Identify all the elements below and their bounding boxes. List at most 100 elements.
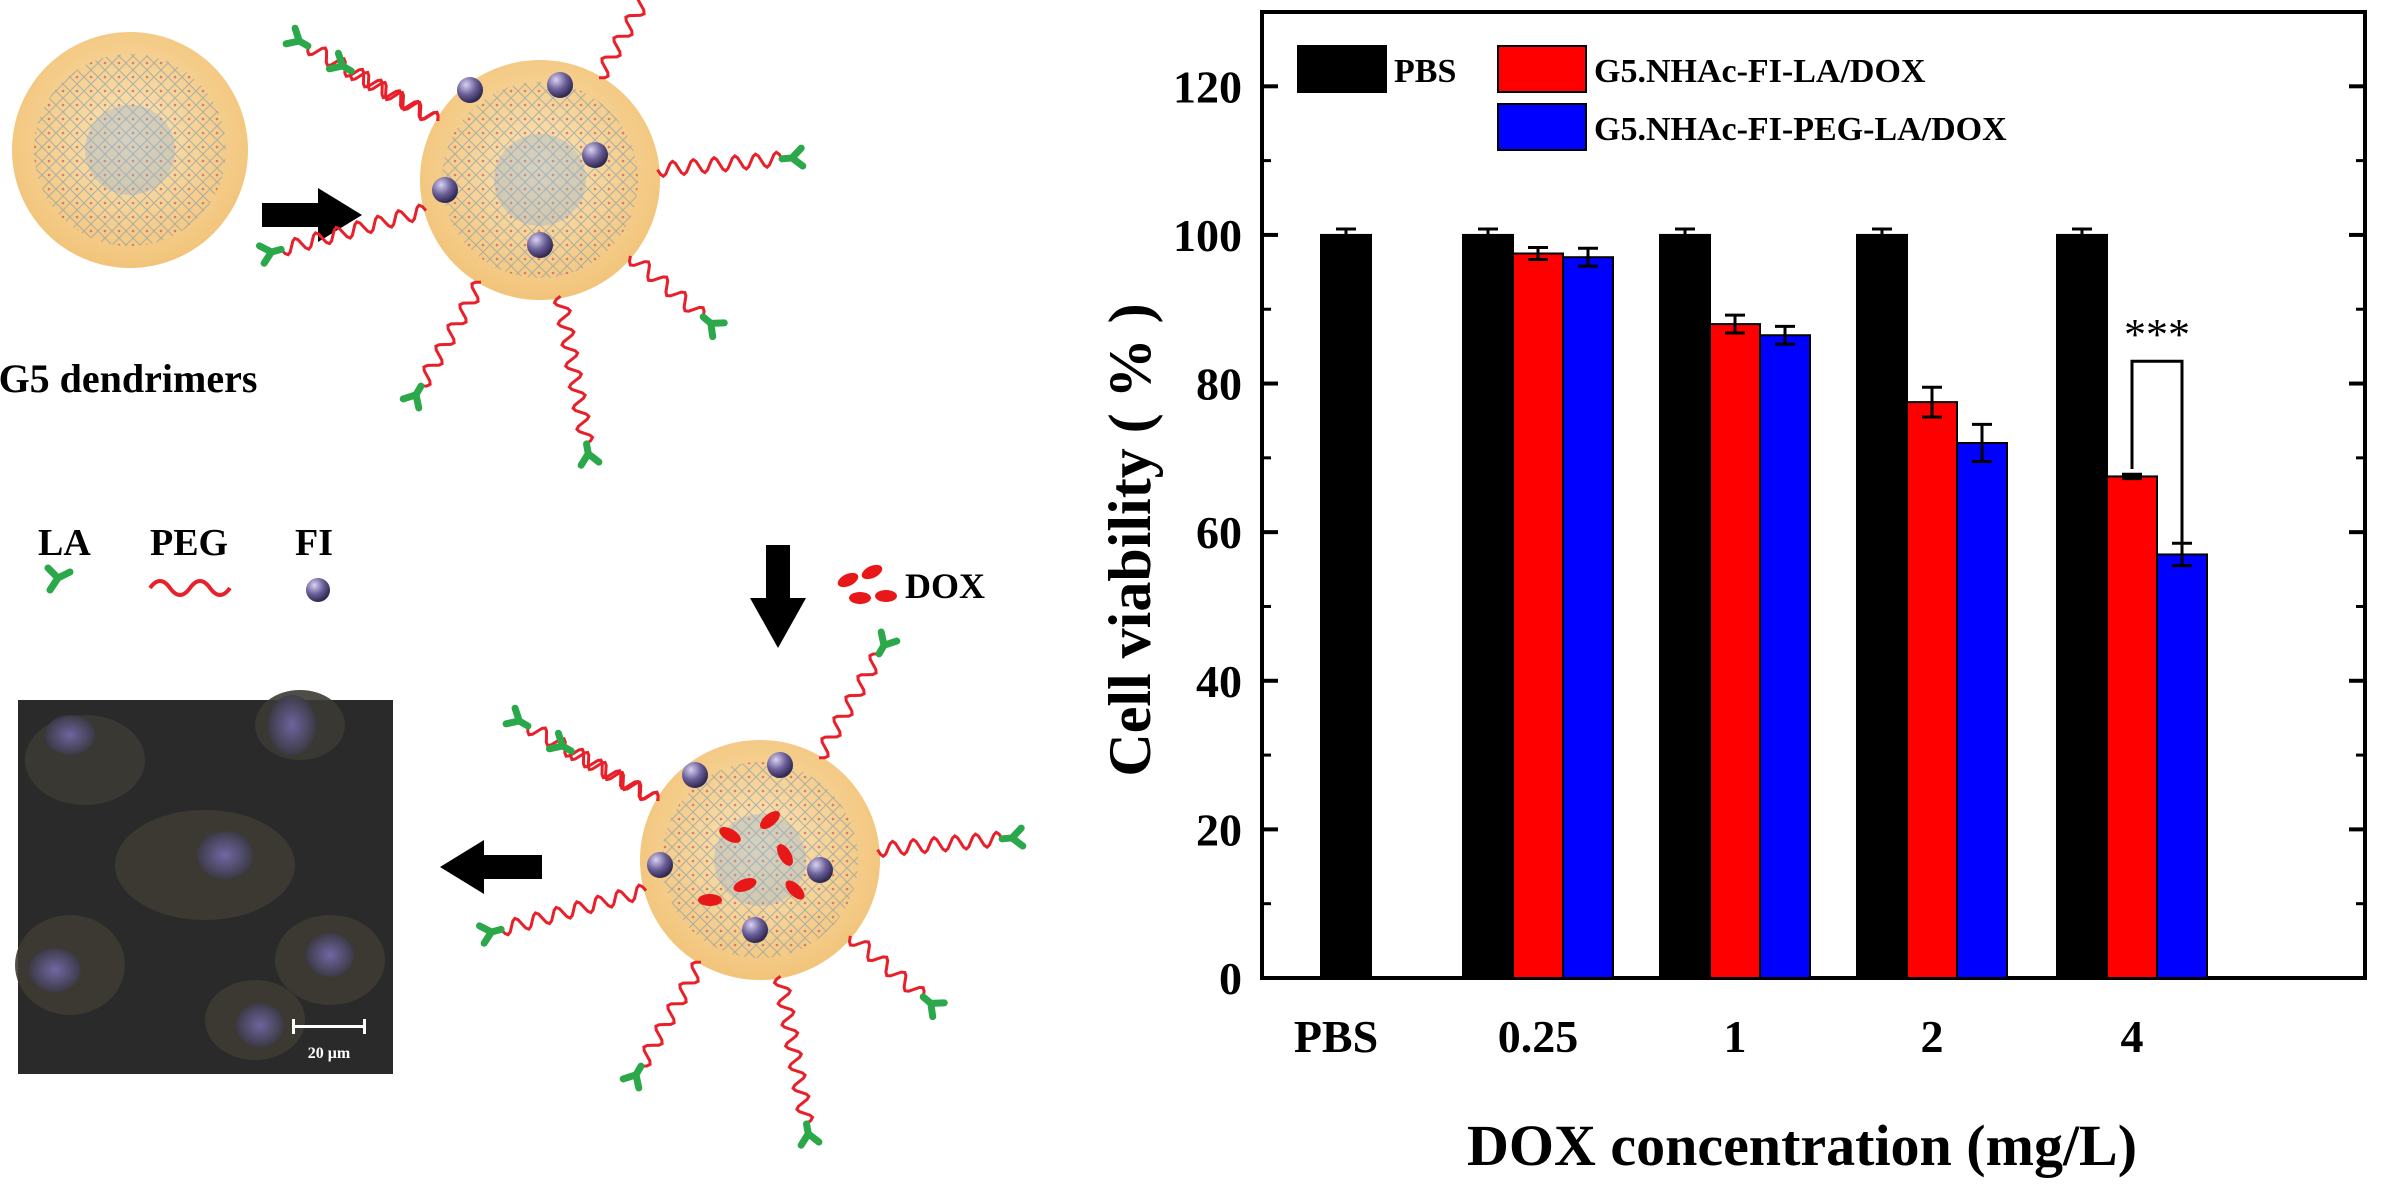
bar	[1956, 441, 2008, 979]
y-tick-label: 20	[1196, 804, 1242, 855]
la-ligand-icon	[875, 628, 901, 658]
significance-label: ***	[2124, 310, 2190, 359]
y-tick-label: 120	[1173, 61, 1242, 112]
bar	[2106, 475, 2158, 979]
bar	[1759, 334, 1811, 979]
la-ligand-icon	[255, 242, 285, 267]
bar	[1906, 401, 1958, 980]
peg-chain-icon	[280, 203, 428, 257]
fi-dye-icon	[742, 917, 768, 943]
peg-chain-icon	[627, 255, 706, 318]
bar	[1512, 252, 1564, 979]
scale-bar	[292, 1025, 366, 1028]
la-ligand-icon	[699, 313, 728, 341]
y-tick-label: 40	[1196, 656, 1242, 707]
peg-chain-icon	[772, 975, 815, 1126]
la-ligand-icon	[619, 1062, 645, 1092]
y-axis-label: Cell viability ( % )	[1097, 303, 1163, 776]
right-arrow-icon	[262, 188, 362, 242]
cell-viability-chart: 0 20 40 60 80 100 120 PBS 0.25 1 2 4 *** Cell viabi…	[1097, 10, 2367, 1178]
x-tick-label: 2	[1921, 1011, 1944, 1062]
peg-chain-icon	[306, 45, 440, 122]
x-tick-label: 4	[2121, 1011, 2144, 1062]
peg-chain-icon	[818, 652, 880, 760]
fi-dye-icon	[807, 857, 833, 883]
bar	[1320, 233, 1372, 979]
fi-dye-icon	[527, 232, 553, 258]
left-arrow-icon	[440, 840, 542, 894]
bar	[1462, 233, 1514, 979]
bar	[1659, 233, 1711, 979]
legend-swatch	[1497, 45, 1587, 93]
fi-dye-icon	[457, 77, 483, 103]
y-tick-label: 80	[1196, 359, 1242, 410]
fi-dye-icon	[767, 752, 793, 778]
peg-chain-icon	[552, 295, 595, 446]
g5-dendrimer-particle	[12, 32, 248, 268]
peg-chain-icon	[148, 579, 232, 597]
la-ligand-icon	[475, 922, 505, 947]
fi-dye-icon	[582, 142, 608, 168]
peg-chain-icon	[598, 0, 646, 80]
peg-chain-icon	[876, 830, 1004, 859]
dox-drug-icon	[777, 844, 793, 866]
fi-dye-icon	[647, 852, 673, 878]
scale-bar-label: 20 μm	[308, 1045, 351, 1062]
dox-drug-icon	[698, 894, 722, 906]
legend-swatch	[1297, 45, 1387, 93]
significance-bracket	[2130, 359, 2184, 544]
fi-dye-icon	[547, 72, 573, 98]
dox-drug-icon	[760, 811, 780, 829]
bar	[2156, 553, 2208, 979]
dox-drug-icon	[785, 880, 805, 900]
la-ligand-icon	[778, 144, 807, 170]
peg-chain-icon	[847, 935, 926, 998]
dox-drug-icon	[719, 827, 741, 843]
x-tick-label: 0.25	[1498, 1011, 1579, 1062]
legend-swatch	[1497, 103, 1587, 151]
peg-chain-icon	[656, 150, 784, 179]
la-ligand-icon	[998, 824, 1027, 850]
bar	[1856, 233, 1908, 979]
down-arrow-icon	[750, 545, 806, 648]
peg-legend-label: PEG	[150, 522, 228, 564]
x-axis-label: DOX concentration (mg/L)	[1467, 1113, 2137, 1178]
x-tick-label: 1	[1724, 1011, 1747, 1062]
la-ligand-icon	[797, 1120, 823, 1149]
la-ligand-icon	[545, 729, 575, 755]
la-ligand-icon	[919, 993, 948, 1021]
peg-chain-icon	[640, 960, 702, 1068]
peg-chain-icon	[526, 725, 660, 802]
la-ligand-icon	[44, 564, 74, 594]
fi-dye-icon	[432, 177, 458, 203]
bar	[2056, 233, 2108, 979]
la-ligand-icon	[399, 382, 425, 412]
bar	[1562, 256, 1614, 979]
la-ligand-icon	[325, 49, 355, 75]
bar	[1709, 323, 1761, 980]
dox-loaded-dendrimer	[640, 740, 880, 980]
legend-label: G5.NHAc-FI-LA/DOX	[1594, 53, 1926, 90]
peg-chain-icon	[569, 750, 660, 802]
dox-drug-icon	[733, 878, 757, 892]
y-tick-label: 60	[1196, 507, 1242, 558]
dendrimer-label: G5 dendrimers	[0, 356, 257, 401]
y-tick-label: 0	[1219, 953, 1242, 1004]
la-ligand-icon	[577, 440, 603, 469]
synthesis-scheme: G5 dendrimers DOX LA PEG FI	[0, 0, 1027, 1149]
fi-dye-icon	[682, 762, 708, 788]
y-tick-label: 100	[1173, 210, 1242, 261]
legend-label: PBS	[1394, 53, 1456, 90]
fi-dye-icon	[306, 578, 330, 602]
cell-micrograph: 20 μm	[15, 690, 393, 1074]
legend-label: G5.NHAc-FI-PEG-LA/DOX	[1594, 111, 2007, 148]
functionalized-dendrimer	[420, 60, 660, 300]
peg-chain-icon	[349, 70, 440, 122]
peg-chain-icon	[500, 883, 648, 937]
fi-legend-label: FI	[295, 522, 333, 564]
x-tick-label: PBS	[1294, 1011, 1378, 1062]
la-ligand-icon	[502, 704, 532, 730]
peg-chain-icon	[420, 280, 482, 388]
la-ligand-icon	[282, 24, 312, 50]
plot-frame	[1260, 10, 2367, 980]
